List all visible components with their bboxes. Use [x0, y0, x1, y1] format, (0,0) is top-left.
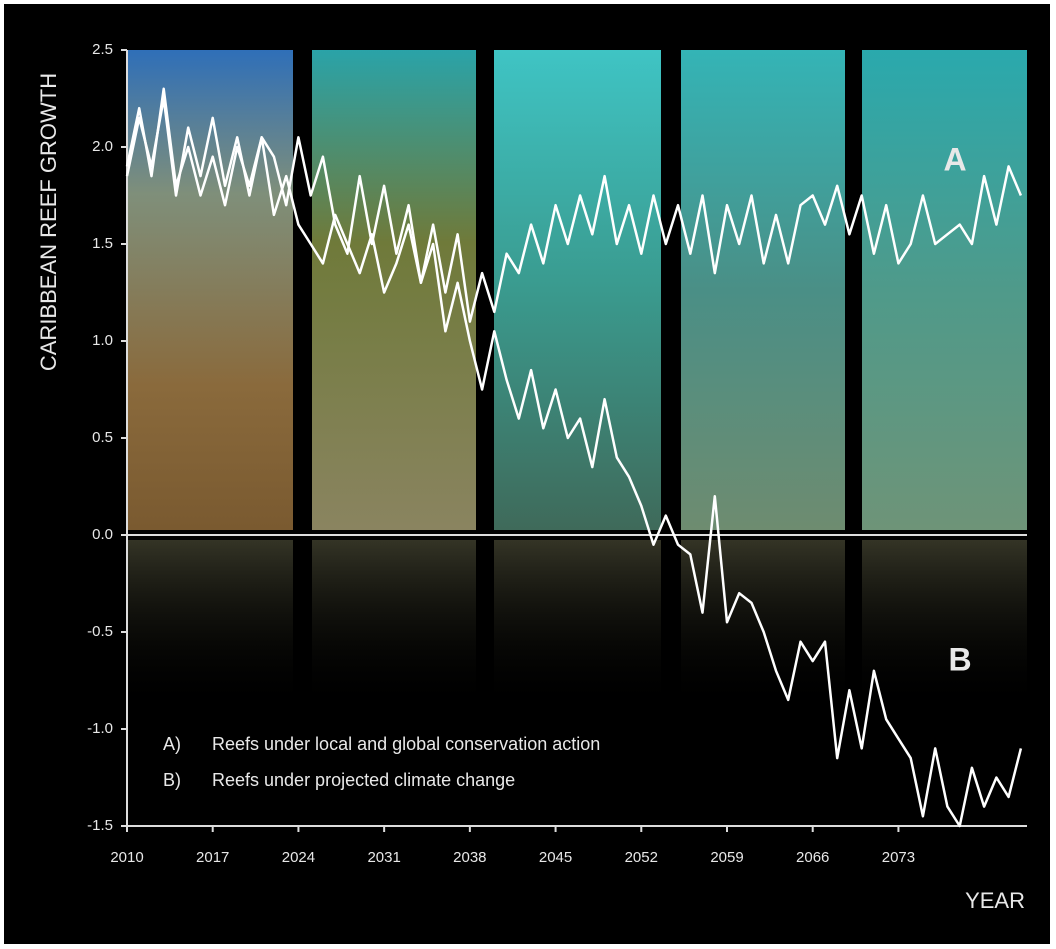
panel: [681, 50, 845, 530]
x-tick-label: 2066: [796, 849, 829, 866]
series-label: A: [943, 141, 966, 177]
y-tick-label: 0.5: [92, 429, 113, 446]
x-tick-label: 2059: [710, 849, 743, 866]
line-series: [125, 87, 1023, 828]
y-tick-label: 1.5: [92, 235, 113, 252]
x-tick-label: 2052: [625, 849, 658, 866]
panel: [494, 50, 661, 530]
y-tick-label: 2.0: [92, 138, 113, 155]
legend-label: Reefs under local and global conservatio…: [212, 734, 600, 754]
y-tick-label: -1.5: [87, 817, 113, 834]
panel: [862, 50, 1027, 530]
x-tick-label: 2031: [367, 849, 400, 866]
panel: [312, 50, 476, 530]
y-axis-title: CARIBBEAN REEF GROWTH: [36, 73, 61, 371]
reflection: [494, 540, 661, 710]
reflection: [681, 540, 845, 710]
legend-label: Reefs under projected climate change: [212, 770, 515, 790]
y-tick-label: -1.0: [87, 720, 113, 737]
y-tick-label: 1.0: [92, 332, 113, 349]
reflection: [312, 540, 476, 710]
x-tick-label: 2024: [282, 849, 315, 866]
y-tick-label: 2.5: [92, 41, 113, 58]
x-tick-label: 2010: [110, 849, 143, 866]
reflection: [862, 540, 1027, 710]
x-tick-label: 2045: [539, 849, 572, 866]
y-tick-label: -0.5: [87, 623, 113, 640]
panel: [127, 50, 293, 530]
photo-panels: [127, 50, 1027, 710]
x-tick-label: 2073: [882, 849, 915, 866]
y-tick-label: 0.0: [92, 526, 113, 543]
x-tick-label: 2017: [196, 849, 229, 866]
plot: -1.5 -1.0 -0.5 0.0 0.5 1.0 1.5 2.0 2.5 2010 2017 20…: [87, 41, 1027, 866]
x-axis-title: YEAR: [965, 888, 1025, 913]
series-label: B: [948, 641, 971, 677]
reflection: [127, 540, 293, 710]
legend-key: B): [163, 770, 181, 790]
x-tick-label: 2038: [453, 849, 486, 866]
line-series: [125, 97, 1023, 323]
legend-key: A): [163, 734, 181, 754]
